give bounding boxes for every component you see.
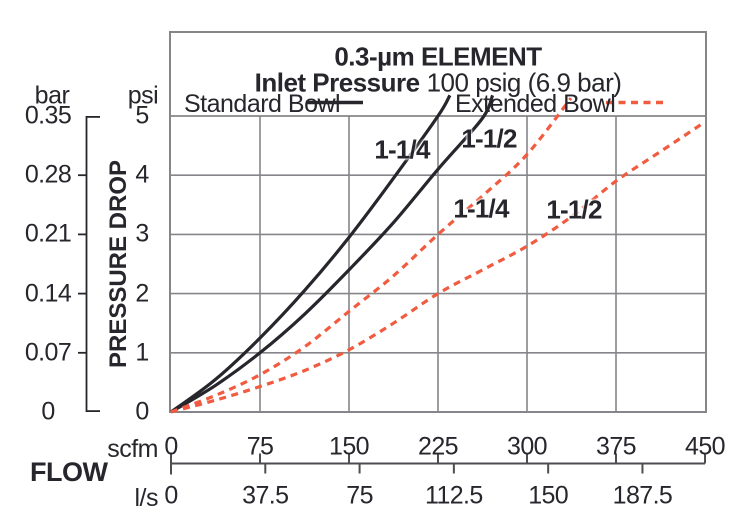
- y-unit-bar-header: bar: [34, 81, 70, 110]
- bar-tick-label-0.21: 0.21: [24, 219, 72, 248]
- bar-tick-label-0: 0: [41, 397, 55, 426]
- bar-tick-label-0.28: 0.28: [24, 160, 72, 189]
- psi-tick-label-5: 5: [135, 101, 149, 130]
- y-axis-title: PRESSURE DROP: [105, 159, 132, 369]
- curve-label-ext-112: 1-1/2: [546, 194, 602, 225]
- psi-tick-label-0: 0: [135, 397, 149, 426]
- chart-subtitle-bold: Inlet Pressure: [254, 67, 420, 98]
- scfm-tick-label-75: 75: [246, 432, 274, 461]
- chart-subtitle-rest: 100 psig (6.9 bar): [426, 67, 622, 98]
- psi-tick-label-1: 1: [135, 338, 149, 367]
- y-unit-psi-header: psi: [127, 81, 159, 110]
- scfm-tick-label-300: 300: [507, 432, 548, 461]
- ls-tick-label-187.5: 187.5: [612, 481, 673, 510]
- ls-tick-label-75: 75: [346, 481, 373, 510]
- x-axis-title: FLOW: [30, 457, 108, 487]
- ls-tick-label-0: 0: [164, 481, 178, 510]
- curve-std-114: [170, 94, 452, 414]
- legend-standard-bowl-label: Standard Bowl: [184, 90, 341, 118]
- curve-label-std-114: 1-1/4: [374, 134, 430, 165]
- bar-tick-label-0.14: 0.14: [24, 279, 72, 308]
- curve-label-std-112: 1-1/2: [461, 123, 517, 154]
- scfm-tick-label-0: 0: [164, 432, 178, 461]
- psi-tick-label-3: 3: [135, 219, 149, 248]
- legend-extended-bowl-label: Extended Bowl: [455, 90, 616, 118]
- curve-std-112: [170, 94, 495, 414]
- x-unit-scfm-header: scfm: [107, 435, 158, 463]
- curve-ext-112: [170, 120, 706, 414]
- psi-tick-label-2: 2: [135, 279, 149, 308]
- bar-tick-label-0.35: 0.35: [24, 101, 72, 130]
- x-unit-ls-header: l/s: [134, 484, 159, 512]
- chart-title: 0.3-µm ELEMENT: [334, 41, 542, 72]
- bar-tick-label-0.07: 0.07: [24, 338, 72, 367]
- ls-tick-label-112.5: 112.5: [425, 481, 483, 510]
- scfm-tick-label-150: 150: [329, 432, 370, 461]
- psi-tick-label-4: 4: [135, 160, 149, 189]
- ls-tick-label-37.5: 37.5: [242, 481, 289, 510]
- scfm-tick-label-450: 450: [685, 432, 726, 461]
- scfm-tick-label-375: 375: [596, 432, 637, 461]
- chart-subtitle: Inlet Pressure 100 psig (6.9 bar): [255, 68, 622, 99]
- scfm-tick-label-225: 225: [418, 432, 459, 461]
- ls-tick-label-150: 150: [528, 481, 569, 510]
- curve-label-ext-114: 1-1/4: [453, 193, 509, 224]
- curve-ext-114: [170, 97, 573, 414]
